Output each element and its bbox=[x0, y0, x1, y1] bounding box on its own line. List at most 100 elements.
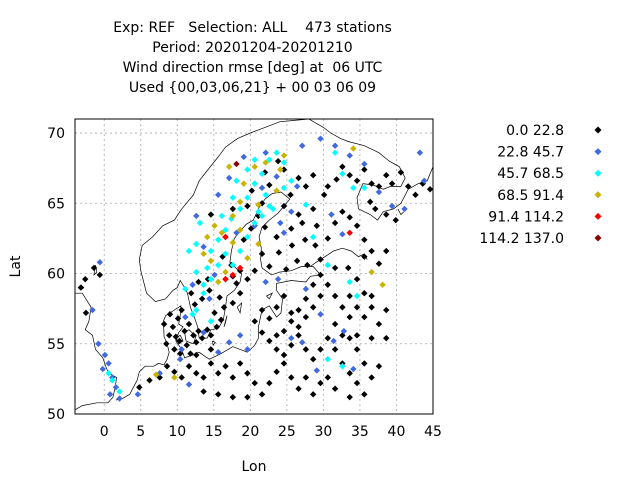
station-marker bbox=[251, 219, 258, 227]
station-marker bbox=[244, 166, 251, 173]
station-marker bbox=[229, 261, 237, 269]
coastline bbox=[74, 292, 117, 411]
x-tick-label: 0 bbox=[100, 424, 109, 440]
station-marker bbox=[90, 264, 98, 272]
station-marker bbox=[207, 247, 215, 255]
legend-label: 45.7 68.5 bbox=[497, 166, 564, 182]
station-marker bbox=[288, 242, 296, 249]
station-marker bbox=[187, 289, 195, 297]
station-marker bbox=[240, 153, 247, 161]
coastline bbox=[115, 118, 434, 401]
station-marker bbox=[313, 222, 321, 229]
y-tick-label: 70 bbox=[47, 126, 65, 142]
station-marker bbox=[361, 360, 368, 367]
station-marker bbox=[361, 391, 368, 398]
station-marker bbox=[280, 229, 288, 236]
station-marker bbox=[185, 381, 193, 388]
station-marker bbox=[346, 152, 353, 159]
station-marker bbox=[229, 205, 237, 213]
station-marker bbox=[99, 365, 106, 373]
station-marker bbox=[266, 379, 273, 387]
station-marker bbox=[200, 329, 207, 336]
chart-title: Exp: REF Selection: ALL 473 stations Per… bbox=[0, 18, 505, 98]
station-marker bbox=[207, 360, 215, 367]
station-marker bbox=[320, 191, 328, 199]
coastline bbox=[266, 292, 274, 300]
station-marker bbox=[309, 205, 317, 213]
station-marker bbox=[96, 259, 104, 266]
station-marker bbox=[368, 304, 375, 311]
station-marker bbox=[288, 374, 295, 381]
station-marker bbox=[244, 233, 251, 241]
station-marker bbox=[96, 271, 104, 279]
station-marker bbox=[324, 183, 331, 190]
station-marker bbox=[324, 334, 331, 342]
station-marker bbox=[331, 219, 339, 227]
station-marker bbox=[193, 339, 200, 346]
station-marker bbox=[266, 181, 273, 189]
station-marker bbox=[280, 351, 288, 359]
station-marker bbox=[222, 275, 229, 283]
station-marker bbox=[251, 318, 258, 325]
x-tick-label: 25 bbox=[278, 424, 296, 440]
station-marker bbox=[258, 306, 266, 314]
station-marker bbox=[280, 202, 288, 210]
station-marker bbox=[258, 170, 266, 177]
station-marker bbox=[217, 316, 225, 324]
station-marker bbox=[361, 253, 368, 260]
legend-marker bbox=[594, 212, 602, 220]
plot-frame bbox=[74, 118, 434, 415]
station-marker bbox=[207, 275, 215, 283]
station-marker bbox=[346, 292, 353, 300]
station-marker bbox=[261, 223, 269, 231]
station-marker bbox=[375, 183, 383, 190]
x-tick-label: 20 bbox=[241, 424, 259, 440]
station-marker bbox=[181, 327, 188, 335]
station-marker bbox=[277, 166, 284, 173]
station-marker bbox=[388, 202, 396, 210]
station-marker bbox=[236, 247, 244, 255]
station-marker bbox=[361, 184, 368, 192]
station-marker bbox=[282, 266, 290, 273]
station-marker bbox=[215, 348, 222, 356]
station-marker bbox=[375, 260, 383, 267]
station-marker bbox=[244, 346, 251, 353]
station-marker bbox=[350, 184, 357, 192]
station-marker bbox=[244, 393, 251, 401]
station-marker bbox=[302, 183, 310, 190]
station-marker bbox=[309, 304, 317, 311]
station-marker bbox=[229, 299, 237, 307]
station-marker bbox=[222, 233, 229, 241]
station-marker bbox=[244, 194, 251, 201]
station-marker bbox=[273, 173, 280, 180]
station-marker bbox=[339, 208, 346, 215]
station-marker bbox=[183, 341, 190, 349]
station-marker bbox=[105, 370, 112, 377]
station-marker bbox=[372, 205, 379, 213]
station-marker bbox=[207, 257, 215, 265]
station-marker bbox=[302, 295, 310, 303]
station-marker bbox=[388, 180, 396, 187]
station-marker bbox=[274, 157, 282, 165]
station-marker bbox=[383, 247, 390, 255]
station-marker bbox=[222, 250, 229, 258]
station-marker bbox=[171, 374, 178, 381]
station-marker bbox=[160, 320, 168, 328]
station-marker bbox=[324, 235, 331, 242]
station-marker bbox=[229, 212, 237, 220]
station-marker bbox=[116, 388, 123, 395]
station-marker bbox=[178, 306, 185, 314]
station-marker bbox=[317, 271, 324, 279]
station-marker bbox=[233, 229, 240, 236]
station-marker bbox=[302, 313, 310, 321]
x-tick-label: 5 bbox=[136, 424, 145, 440]
station-marker bbox=[288, 309, 295, 317]
station-marker bbox=[331, 142, 339, 149]
station-marker bbox=[233, 177, 240, 185]
station-marker bbox=[416, 149, 424, 156]
station-marker bbox=[339, 230, 346, 238]
station-marker bbox=[288, 177, 295, 185]
station-marker bbox=[204, 326, 211, 333]
station-marker bbox=[244, 370, 251, 377]
station-marker bbox=[299, 219, 306, 227]
